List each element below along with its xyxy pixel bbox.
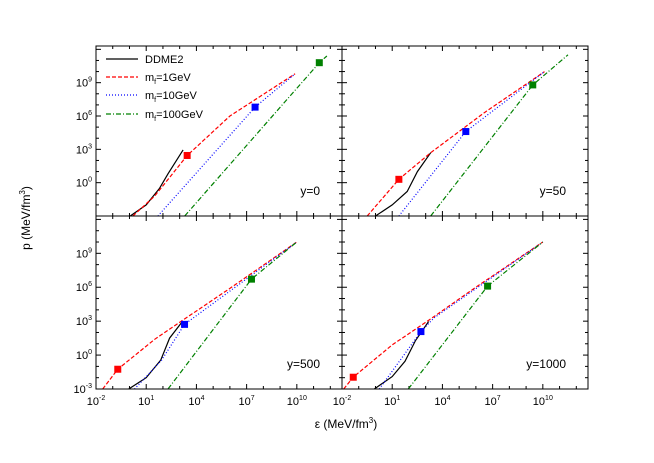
marker-mf10 <box>417 328 425 336</box>
series-line-DDME2 <box>128 320 184 390</box>
x-tick-label: 104 <box>434 395 450 408</box>
x-tick-label: 107 <box>485 395 501 408</box>
y-tick-label: 103 <box>76 315 92 328</box>
panel-y-500: 10-2 101 104 107 1010 10-3 100 103 106 109 y=500 <box>74 215 343 408</box>
legend-label-mf10: mf=10GeV <box>145 90 197 104</box>
series-line-mf10 <box>398 71 545 217</box>
marker-mf10 <box>181 320 189 328</box>
series-line-mf1 <box>343 241 544 390</box>
series-line-mf100 <box>430 54 569 217</box>
legend-label-mf100: mf=100GeV <box>145 109 204 123</box>
panel-y-50: y=50 <box>341 45 589 217</box>
series-line-DDME2 <box>129 149 184 217</box>
marker-mf100 <box>315 59 323 67</box>
series-line-mf100 <box>407 241 544 390</box>
series-line-mf1 <box>366 71 545 217</box>
y-tick-label: 106 <box>76 110 92 123</box>
series-line-mf10 <box>134 241 298 390</box>
marker-mf100 <box>484 282 492 290</box>
x-tick-label: 1010 <box>533 395 553 408</box>
panels: 100 103 106 109 y=0 y=50 10-2 101 104 107 1010 10-3… <box>74 45 589 408</box>
panel-frame <box>341 215 589 390</box>
y-tick-label: 103 <box>76 143 92 156</box>
marker-mf10 <box>251 103 259 111</box>
y-axis-label: p (MeV/fm3) <box>18 186 33 250</box>
panel-label: y=0 <box>300 184 320 198</box>
legend-label-ddme2: DDME2 <box>145 54 184 66</box>
y-tick-label: 100 <box>76 349 92 362</box>
y-tick-label: 100 <box>76 177 92 190</box>
x-tick-label: 1010 <box>287 395 307 408</box>
series-line-mf10 <box>157 73 296 217</box>
x-tick-label: 107 <box>239 395 255 408</box>
y-tick-label: 109 <box>76 77 92 90</box>
x-tick-label: 10-2 <box>87 395 106 408</box>
panel-label: y=50 <box>540 184 567 198</box>
marker-mf1 <box>114 365 122 373</box>
x-tick-label: 10-2 <box>333 395 352 408</box>
panel-y-1000: 10-2 101 104 107 1010 y=1000 <box>333 215 589 408</box>
series-line-mf10 <box>378 241 544 390</box>
panel-label: y=500 <box>287 357 320 371</box>
x-tick-label: 104 <box>188 395 204 408</box>
series-line-DDME2 <box>375 152 432 217</box>
marker-mf10 <box>462 128 470 136</box>
panel-y-0: 100 103 106 109 y=0 <box>76 45 343 217</box>
marker-mf1 <box>395 175 403 183</box>
x-axis-label: ε (MeV/fm3) <box>315 416 377 431</box>
x-tick-label: 101 <box>138 395 154 408</box>
y-tick-label: 10-3 <box>74 383 93 396</box>
marker-mf100 <box>247 275 255 283</box>
panel-label: y=1000 <box>526 357 566 371</box>
y-tick-label: 109 <box>76 247 92 260</box>
legend-label-mf1: mf=1GeV <box>145 72 191 86</box>
marker-mf100 <box>529 81 537 89</box>
legend: DDME2 mf=1GeV mf=10GeV mf=100GeV <box>106 54 204 123</box>
series-line-mf100 <box>167 241 298 390</box>
x-tick-label: 101 <box>384 395 400 408</box>
series-line-mf1 <box>102 241 298 390</box>
marker-mf1 <box>349 373 357 381</box>
y-tick-label: 106 <box>76 281 92 294</box>
marker-mf1 <box>183 151 191 159</box>
